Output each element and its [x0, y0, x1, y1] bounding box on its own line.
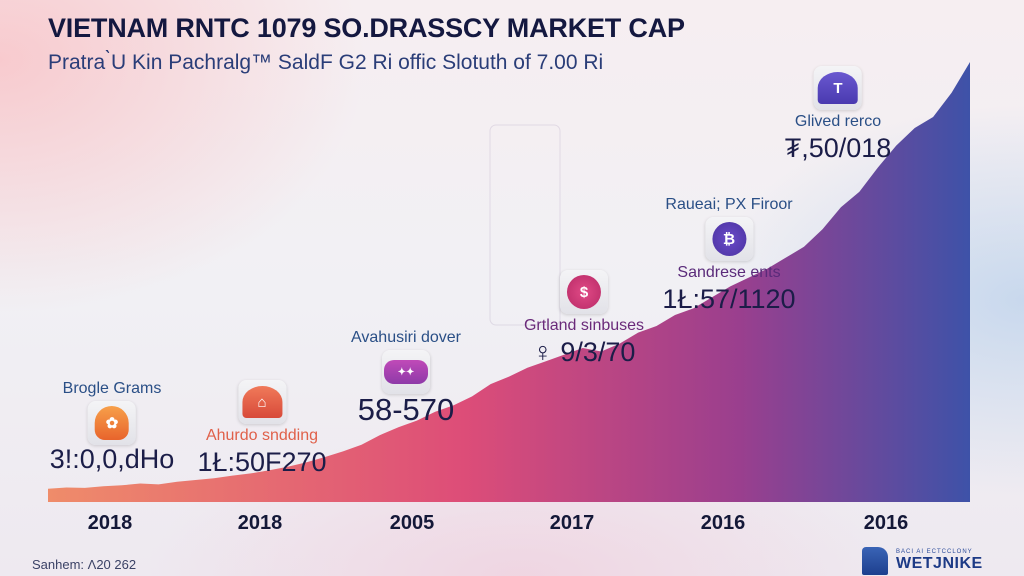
x-tick-label: 2005 — [389, 512, 435, 534]
annotation: Brogle Grams ✿ 3!:0,0,dHo — [50, 377, 175, 473]
chart-title: VIETNAM RNTC 1079 SO.DRASSCY MARKET CAP — [48, 13, 685, 43]
annotation-label: Ahurdo sndding — [205, 427, 319, 444]
logo-tagline: BACI AI ECTCCLONY — [896, 549, 973, 555]
logo-mark-icon — [862, 547, 888, 575]
chart-subtitle: Pratra ̀U Kin Pachralg™ SaldF G2 Ri offi… — [48, 51, 604, 74]
robot-coin-icon: ₿ — [704, 217, 753, 261]
dollar-coin-icon: $ — [560, 270, 608, 314]
annotation-sublabel: Sandrese ents — [677, 264, 781, 281]
bg-panel — [489, 124, 561, 326]
annotation-label: Raueai; PX Firoor — [665, 196, 793, 213]
x-tick-label: 2018 — [237, 512, 283, 534]
annotation-value: 3!:0,0,dHo — [49, 444, 175, 474]
annotation-value: 1Ł:50F270 — [197, 447, 327, 477]
annotation-label: Glived rerco — [794, 113, 882, 130]
logo-name: WETJNIKE — [896, 555, 983, 572]
badge-glyph: ₿ — [711, 222, 746, 256]
x-tick-label: 2018 — [87, 512, 133, 534]
badge-glyph: T — [817, 72, 858, 104]
x-tick-label: 2017 — [549, 512, 595, 534]
x-tick-label: 2016 — [863, 512, 909, 534]
annotation: T Glived rerco ₮,50/018 — [784, 66, 892, 163]
area-series — [48, 62, 970, 502]
annotation: $ Grtland sinbuses ♀ 9/3/70 — [524, 270, 644, 366]
source-note: Sanhem: Λ20 262 — [32, 557, 137, 572]
annotation-label: Brogle Grams — [62, 380, 162, 397]
brand-logo: BACI AI ECTCCLONY WETJNIKE — [862, 547, 983, 575]
badge-glyph: ✦✦ — [383, 360, 428, 384]
annotation-value: 1Ł:57/1120 — [662, 284, 796, 314]
annotation-value: ♀ 9/3/70 — [532, 337, 636, 367]
x-tick-label: 2016 — [700, 512, 746, 534]
annotation: Raueai; PX Firoor ₿ Sandrese ents 1Ł:57/112… — [662, 193, 795, 313]
badge-glyph: ✿ — [95, 406, 129, 440]
annotation-label: Avahusiri dover — [351, 329, 461, 346]
banner-icon: ✦✦ — [381, 350, 430, 394]
badge-glyph: $ — [567, 275, 601, 309]
annotation: ⌂ Ahurdo sndding 1Ł:50F270 — [197, 380, 327, 477]
pagoda-icon: ⌂ — [237, 380, 286, 424]
annotation-value: 58-570 — [357, 392, 455, 427]
temple-fan-icon: ✿ — [88, 401, 136, 445]
annotation-value: ₮,50/018 — [784, 133, 892, 163]
badge-glyph: ⌂ — [241, 386, 282, 418]
annotation-label: Grtland sinbuses — [523, 317, 645, 334]
annotation: Avahusiri dover ✦✦ 58-570 — [351, 326, 461, 427]
arch-seal-icon: T — [813, 66, 862, 110]
